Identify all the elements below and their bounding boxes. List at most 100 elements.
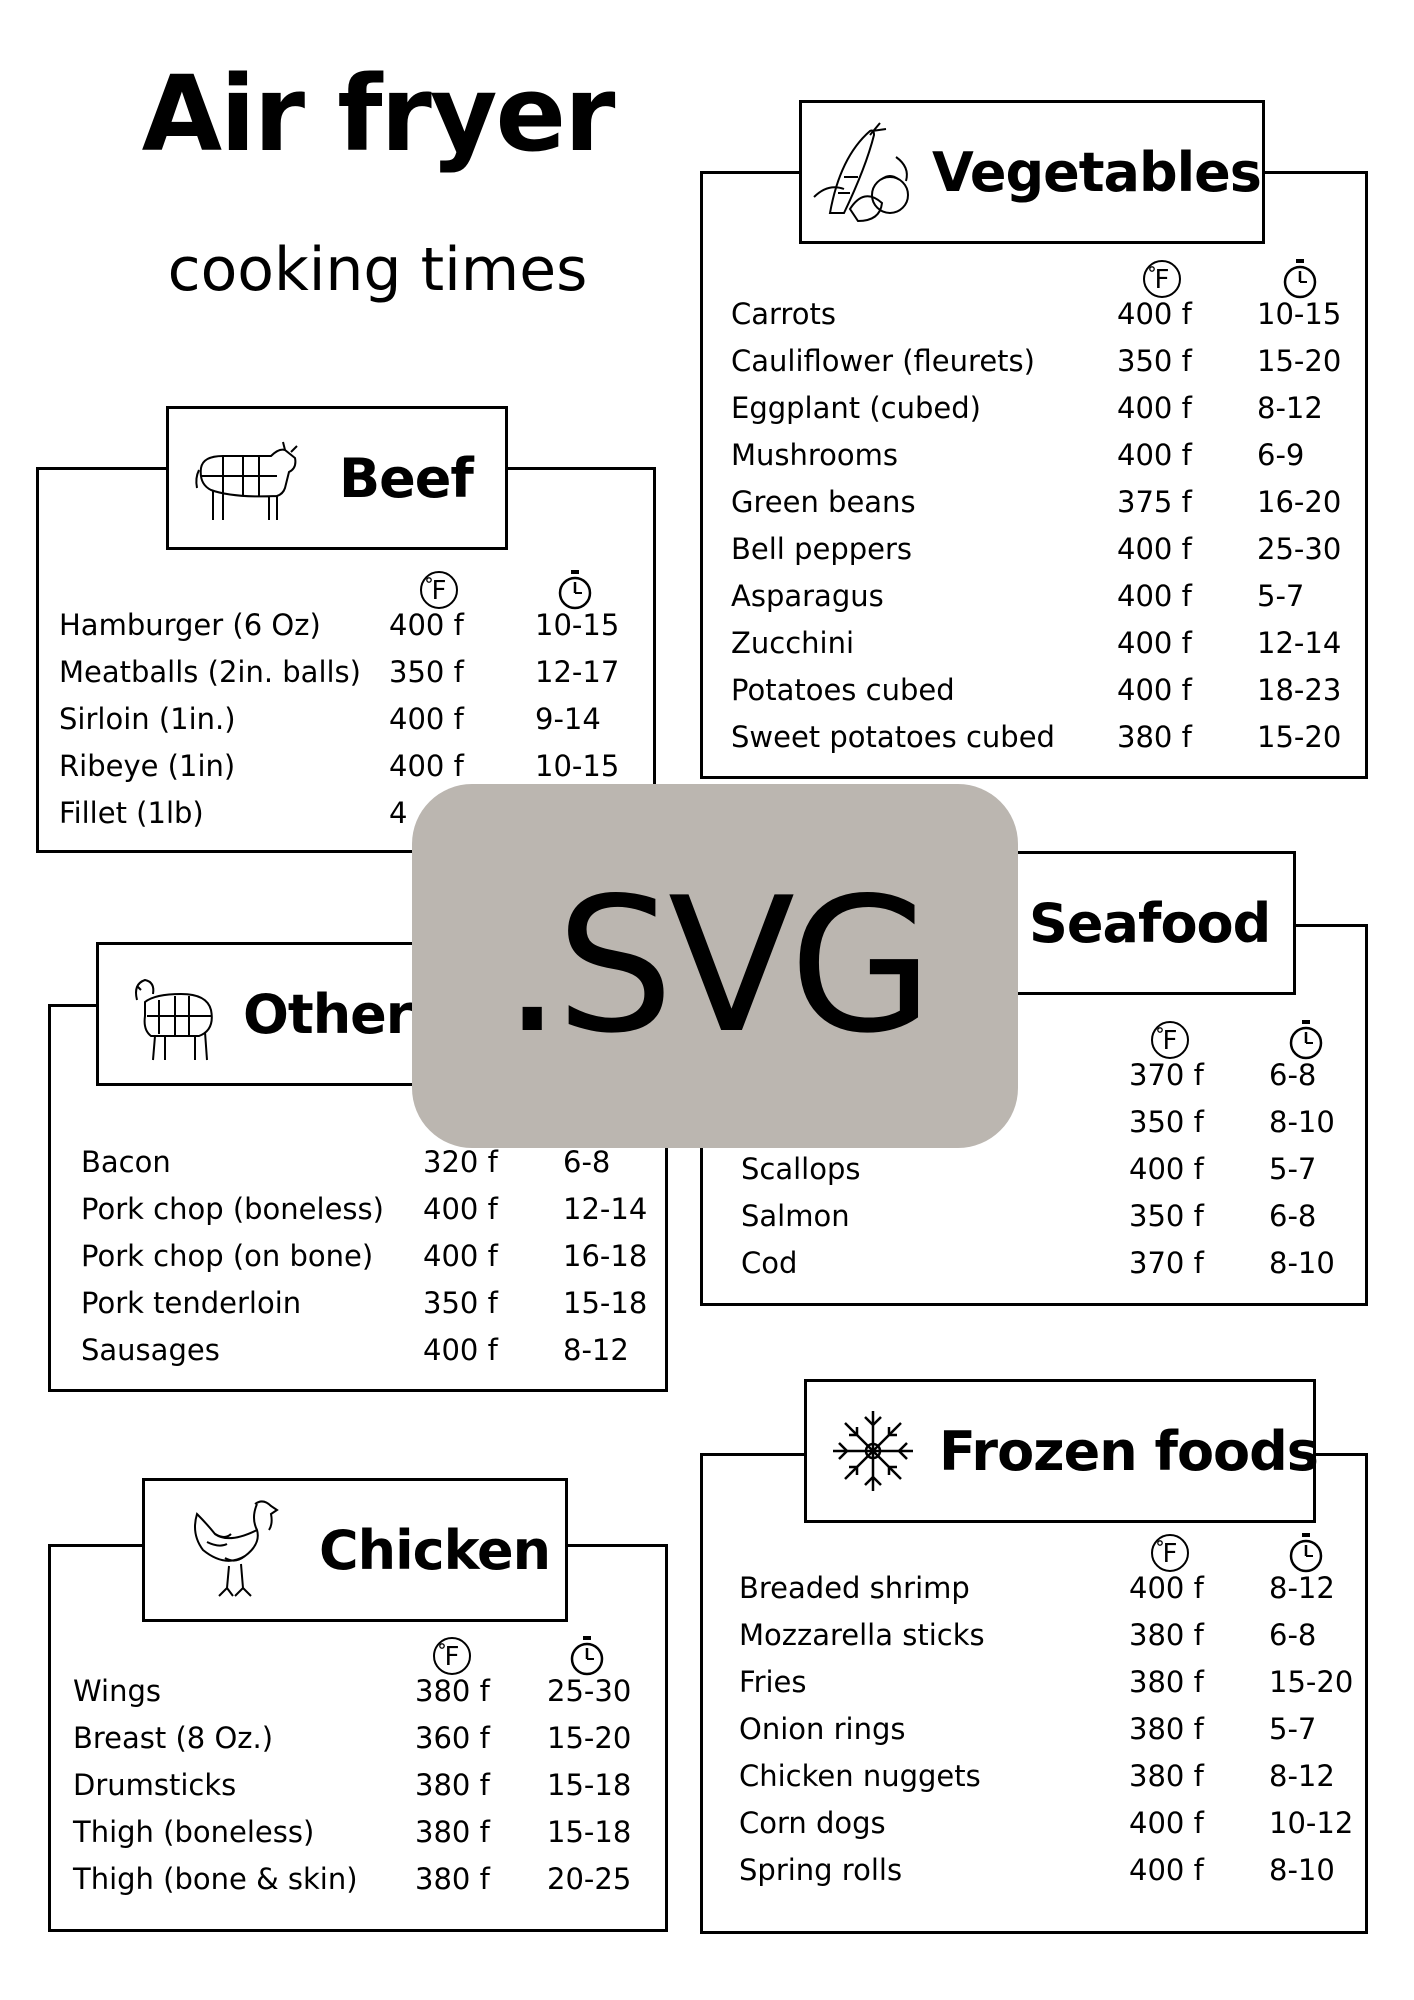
food-item-name: Wings	[73, 1674, 161, 1708]
temperature-value: 380 f	[1117, 720, 1192, 754]
food-item-name: Pork chop (boneless)	[81, 1192, 384, 1226]
table-row: Sirloin (1in.) 400 f 9-14	[39, 702, 653, 749]
table-row: Meatballs (2in. balls) 350 f 12-17	[39, 655, 653, 702]
beef-heading-tab: Beef	[166, 406, 508, 550]
temperature-value: 400 f	[1117, 673, 1192, 707]
food-item-name: Ribeye (1in)	[59, 749, 236, 783]
temperature-value: 380 f	[1129, 1712, 1204, 1746]
frozen-foods-heading-tab: Frozen foods	[804, 1379, 1319, 1523]
svg-text:F: F	[1163, 1539, 1178, 1569]
fahrenheit-icon: F	[1141, 258, 1183, 304]
table-row: Cauliflower (fleurets) 350 f 15-20	[703, 344, 1365, 391]
food-item-name: Sweet potatoes cubed	[731, 720, 1055, 754]
food-item-name: Fries	[739, 1665, 807, 1699]
svg-text:F: F	[445, 1642, 460, 1672]
table-row: Chicken nuggets 380 f 8-12	[703, 1759, 1365, 1806]
cook-time-value: 8-12	[563, 1333, 629, 1367]
table-row: Zucchini 400 f 12-14	[703, 626, 1365, 673]
cook-time-value: 8-12	[1269, 1759, 1335, 1793]
table-row: Asparagus 400 f 5-7	[703, 579, 1365, 626]
other-heading: Other	[243, 982, 412, 1046]
table-row: Ribeye (1in) 400 f 10-15	[39, 749, 653, 796]
seafood-heading: Seafood	[1029, 891, 1271, 955]
table-row: Sausages 400 f 8-12	[51, 1333, 665, 1380]
temperature-value: 350 f	[389, 655, 464, 689]
food-item-name: Bell peppers	[731, 532, 913, 566]
cook-time-value: 16-20	[1257, 485, 1342, 519]
temperature-value: 400 f	[389, 608, 464, 642]
table-row: Fries 380 f 15-20	[703, 1665, 1365, 1712]
table-row: Pork tenderloin 350 f 15-18	[51, 1286, 665, 1333]
cook-time-value: 10-15	[535, 608, 620, 642]
temperature-value: 400 f	[423, 1192, 498, 1226]
page-subtitle: cooking times	[167, 235, 588, 305]
table-row: Eggplant (cubed) 400 f 8-12	[703, 391, 1365, 438]
cook-time-value: 12-17	[535, 655, 620, 689]
cook-time-value: 15-20	[547, 1721, 632, 1755]
cook-time-value: 8-10	[1269, 1246, 1335, 1280]
food-item-name: Salmon	[741, 1199, 850, 1233]
svg-text:F: F	[1155, 265, 1170, 295]
food-item-name: Cod	[741, 1246, 798, 1280]
cook-time-value: 15-20	[1257, 344, 1342, 378]
frozen-foods-card: F Breaded shrimp 400 f 8-12 Mozzarella stic…	[700, 1453, 1368, 1934]
temperature-value: 320 f	[423, 1145, 498, 1179]
food-item-name: Potatoes cubed	[731, 673, 955, 707]
table-row: Bell peppers 400 f 25-30	[703, 532, 1365, 579]
cook-time-value: 8-10	[1269, 1105, 1335, 1139]
table-row: 370 f 6-8	[703, 1058, 1365, 1105]
temperature-value: 380 f	[415, 1768, 490, 1802]
vegetables-heading-tab: Vegetables	[799, 100, 1265, 244]
food-item-name: Green beans	[731, 485, 916, 519]
cook-time-value: 5-7	[1269, 1152, 1317, 1186]
temperature-value: 380 f	[415, 1815, 490, 1849]
table-row: Fillet (1lb) 4	[39, 796, 653, 843]
food-item-name: Scallops	[741, 1152, 861, 1186]
cook-time-value: 18-23	[1257, 673, 1342, 707]
table-row: Pork chop (on bone) 400 f 16-18	[51, 1239, 665, 1286]
cook-time-value: 6-8	[1269, 1618, 1317, 1652]
cook-time-value: 6-9	[1257, 438, 1305, 472]
temperature-value: 400 f	[423, 1239, 498, 1273]
temperature-value: 400 f	[1117, 391, 1192, 425]
food-item-name: Cauliflower (fleurets)	[731, 344, 1035, 378]
frozen-foods-heading: Frozen foods	[939, 1419, 1319, 1483]
temperature-value: 350 f	[1117, 344, 1192, 378]
cook-time-value: 15-20	[1269, 1665, 1354, 1699]
food-item-name: Mozzarella sticks	[739, 1618, 985, 1652]
food-item-name: Corn dogs	[739, 1806, 886, 1840]
svg-text:F: F	[432, 576, 447, 606]
temperature-value: 380 f	[1129, 1665, 1204, 1699]
food-item-name: Sausages	[81, 1333, 220, 1367]
temperature-value: 400 f	[1129, 1853, 1204, 1887]
table-row: Mozzarella sticks 380 f 6-8	[703, 1618, 1365, 1665]
stopwatch-icon	[1287, 1019, 1325, 1065]
cook-time-value: 9-14	[535, 702, 601, 736]
food-item-name: Zucchini	[731, 626, 855, 660]
food-item-name: Sirloin (1in.)	[59, 702, 236, 736]
temperature-value: 400 f	[423, 1333, 498, 1367]
stopwatch-icon	[1281, 258, 1319, 304]
food-item-name: Asparagus	[731, 579, 884, 613]
food-item-name: Meatballs (2in. balls)	[59, 655, 361, 689]
cook-time-value: 15-18	[547, 1768, 632, 1802]
svg-format-badge: .SVG	[412, 784, 1018, 1148]
cook-time-value: 25-30	[547, 1674, 632, 1708]
food-item-name: Thigh (bone & skin)	[73, 1862, 358, 1896]
cook-time-value: 10-15	[535, 749, 620, 783]
temperature-value: 400 f	[1117, 532, 1192, 566]
food-item-name: Breaded shrimp	[739, 1571, 970, 1605]
cook-time-value: 8-10	[1269, 1853, 1335, 1887]
chicken-heading-tab: Chicken	[142, 1478, 568, 1622]
table-row: Thigh (bone & skin) 380 f 20-25	[51, 1862, 665, 1909]
food-item-name: Bacon	[81, 1145, 171, 1179]
chicken-heading: Chicken	[319, 1518, 551, 1582]
temperature-value: 370 f	[1129, 1058, 1204, 1092]
cook-time-value: 10-15	[1257, 297, 1342, 331]
temperature-value: 380 f	[415, 1862, 490, 1896]
temperature-value: 375 f	[1117, 485, 1192, 519]
cook-time-value: 15-18	[563, 1286, 648, 1320]
sheep-icon	[115, 960, 223, 1068]
temperature-value: 400 f	[1117, 438, 1192, 472]
table-row: Sweet potatoes cubed 380 f 15-20	[703, 720, 1365, 767]
